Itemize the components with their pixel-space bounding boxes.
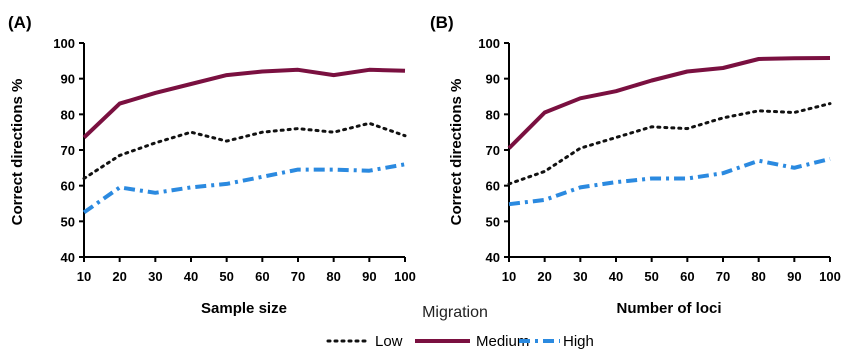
panel-a-x-tick-label: 10 — [77, 269, 91, 284]
panel-b-y-axis-title: Correct directions % — [448, 79, 465, 226]
panel-a-x-axis-title: Sample size — [201, 300, 287, 317]
panel-b-x-tick-label: 60 — [680, 269, 694, 284]
panel-b-x-tick-label: 90 — [787, 269, 801, 284]
panel-a: (A) Correct directions % Sample size 40 5… — [8, 13, 416, 317]
panel-a-y-tick-label: 70 — [61, 143, 75, 158]
panel-a-y-tick-label: 60 — [61, 179, 75, 194]
panel-a-y-tick-label: 90 — [61, 72, 75, 87]
panel-b-x-tick-label: 40 — [609, 269, 623, 284]
panel-b-y-tick-label: 40 — [486, 250, 500, 265]
panel-b-x-tick-label: 20 — [537, 269, 551, 284]
panel-a-series-high-line — [82, 162, 406, 215]
panel-a-series — [82, 67, 407, 215]
panel-a-y-axis-title: Correct directions % — [9, 79, 26, 226]
panel-a-x-tick-label: 70 — [291, 269, 305, 284]
panel-b-series-high-line — [508, 156, 831, 207]
panel-b-y-tick-label: 50 — [486, 214, 500, 229]
panel-a-axes: 40 50 60 70 80 90 100 10 20 30 40 50 60 70 80 90 100 — [53, 36, 416, 284]
panel-a-x-tick-label: 50 — [219, 269, 233, 284]
panel-a-y-tick-label: 80 — [61, 107, 75, 122]
legend-label-medium: Medium — [476, 333, 529, 350]
panel-b-y-tick-label: 60 — [486, 179, 500, 194]
panel-b-x-tick-label: 80 — [751, 269, 765, 284]
panel-a-y-tick-label: 50 — [61, 214, 75, 229]
panel-a-x-tick-label: 90 — [362, 269, 376, 284]
panel-b-x-tick-label: 100 — [819, 269, 841, 284]
panel-b-x-tick-label: 50 — [644, 269, 658, 284]
panel-b: (B) Correct directions % Number of loci … — [430, 13, 841, 317]
panel-b-x-tick-label: 10 — [502, 269, 516, 284]
panel-b-x-tick-label: 30 — [573, 269, 587, 284]
panel-a-y-tick-label: 100 — [53, 36, 75, 51]
panel-a-y-tick-label: 40 — [61, 250, 75, 265]
legend-item-high: High — [519, 333, 594, 350]
panel-a-series-low-line — [82, 121, 407, 180]
panel-a-x-tick-label: 20 — [112, 269, 126, 284]
panel-b-axes: 40 50 60 70 80 90 100 10 20 30 40 50 60 70 80 90 100 — [478, 36, 841, 284]
legend: Migration Low Medium High — [326, 304, 594, 350]
panel-b-y-tick-label: 70 — [486, 143, 500, 158]
panel-b-series-medium-line — [507, 56, 831, 150]
panel-a-x-tick-label: 100 — [394, 269, 416, 284]
panel-b-y-tick-label: 90 — [486, 72, 500, 87]
panel-b-series — [507, 56, 832, 207]
panel-b-x-tick-label: 70 — [716, 269, 730, 284]
panel-a-x-tick-label: 80 — [326, 269, 340, 284]
panel-a-x-tick-label: 30 — [148, 269, 162, 284]
panel-a-x-tick-label: 40 — [184, 269, 198, 284]
panel-b-x-axis-title: Number of loci — [616, 300, 721, 317]
panel-a-x-tick-label: 60 — [255, 269, 269, 284]
panel-b-y-tick-label: 80 — [486, 107, 500, 122]
panel-a-series-medium-line — [82, 67, 406, 139]
legend-item-medium: Medium — [415, 333, 529, 350]
panel-b-series-low-line — [507, 102, 832, 186]
panel-a-label: (A) — [8, 13, 32, 32]
legend-label-high: High — [563, 333, 594, 350]
panel-b-label: (B) — [430, 13, 454, 32]
legend-title: Migration — [422, 304, 488, 321]
panel-b-y-tick-label: 100 — [478, 36, 500, 51]
legend-item-low: Low — [326, 333, 403, 350]
legend-label-low: Low — [375, 333, 403, 350]
